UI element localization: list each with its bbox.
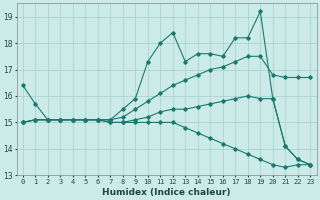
X-axis label: Humidex (Indice chaleur): Humidex (Indice chaleur) <box>102 188 231 197</box>
